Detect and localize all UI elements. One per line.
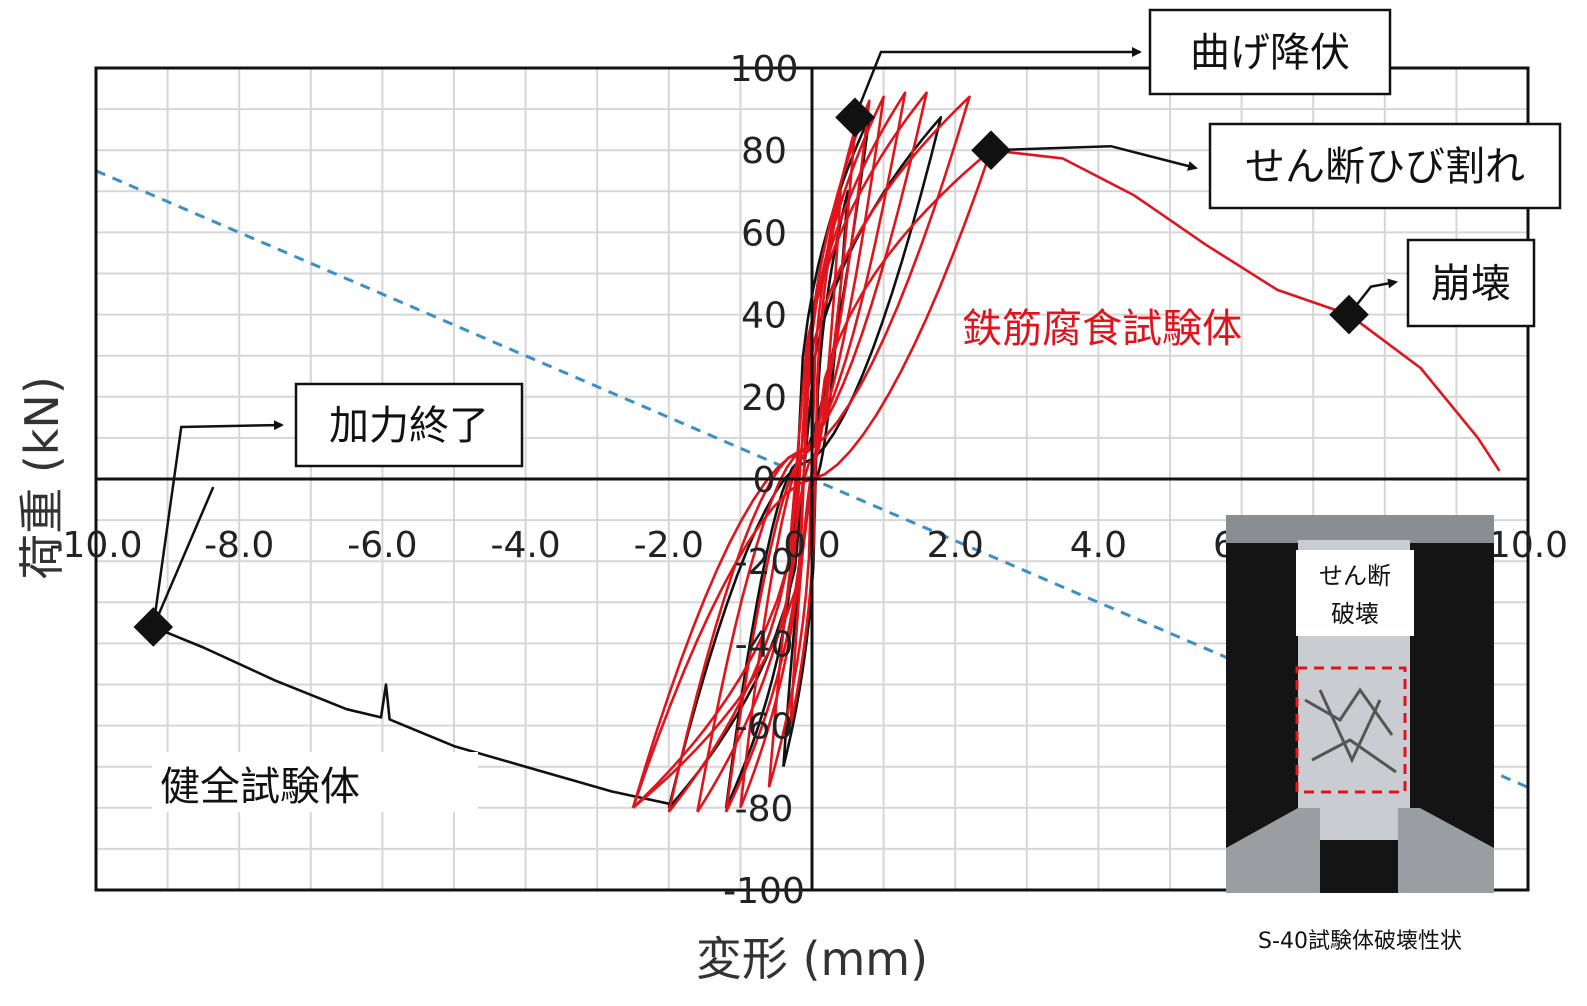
hysteresis-loop-3 bbox=[667, 116, 943, 809]
axes bbox=[94, 66, 1530, 892]
callout-box bbox=[294, 382, 524, 468]
hysteresis-loop-3 bbox=[739, 99, 871, 809]
callout-label: 崩壊 bbox=[1431, 261, 1511, 307]
photo-right-bracket bbox=[1398, 808, 1494, 893]
hysteresis-loop-6 bbox=[667, 91, 928, 813]
callout-box bbox=[1406, 238, 1536, 328]
x-tick-label: -4.0 bbox=[490, 525, 560, 566]
callout-label: せん断ひび割れ bbox=[1245, 144, 1525, 190]
photo-caption: S-40試験体破壊性状 bbox=[1258, 929, 1462, 954]
x-tick-label: -2.0 bbox=[634, 525, 704, 566]
photo-crack-pattern bbox=[1304, 687, 1397, 774]
photo-label-box bbox=[1296, 550, 1414, 636]
callout-arrow bbox=[990, 144, 1198, 171]
envelope-tail-line bbox=[990, 148, 1501, 472]
series-label: 健全試験体 bbox=[160, 764, 360, 810]
hysteresis-loop-1 bbox=[789, 190, 842, 726]
photo-left-bracket bbox=[1226, 808, 1320, 893]
y-axis-title: 荷重 (kN) bbox=[15, 376, 69, 580]
event-marker bbox=[835, 97, 875, 138]
callout-arrow bbox=[853, 47, 1142, 118]
x-tick-label: -6.0 bbox=[347, 525, 417, 566]
callout-box bbox=[1148, 8, 1392, 96]
y-tick-label: 60 bbox=[741, 213, 787, 254]
y-tick-label: -80 bbox=[735, 789, 794, 830]
series-label: 鉄筋腐食試験体 bbox=[962, 306, 1242, 352]
callout-box bbox=[1208, 122, 1562, 210]
photo-top-fixture bbox=[1226, 515, 1494, 543]
hysteresis-loop-7 bbox=[631, 95, 971, 809]
y-tick-label: 0 bbox=[753, 460, 776, 501]
x-axis-title: 変形 (mm) bbox=[696, 932, 928, 986]
series-layer bbox=[152, 91, 1501, 813]
event-callout: 崩壊 bbox=[1329, 238, 1536, 335]
y-tick-label: -40 bbox=[735, 624, 794, 665]
event-callout: 加力終了 bbox=[133, 382, 524, 647]
event-marker bbox=[133, 607, 174, 647]
x-tick-label: -10.0 bbox=[49, 525, 142, 566]
event-marker bbox=[971, 130, 1011, 170]
specimen-photo: せん断 破壊 bbox=[1226, 515, 1494, 893]
event-callout: せん断ひび割れ bbox=[971, 122, 1562, 210]
x-tick-label: 0.0 bbox=[783, 525, 840, 566]
photo-label-line-2: 破壊 bbox=[1331, 600, 1379, 628]
callout-label: 曲げ降伏 bbox=[1190, 30, 1350, 76]
x-tick-label: 2.0 bbox=[927, 525, 984, 566]
y-tick-label: -60 bbox=[735, 707, 794, 748]
y-tick-label: -100 bbox=[723, 871, 805, 912]
x-tick-label: -8.0 bbox=[204, 525, 274, 566]
damage-zone-marker bbox=[1295, 666, 1407, 794]
y-tick-label: 100 bbox=[730, 49, 799, 90]
photo-label-line-1: せん断 bbox=[1319, 562, 1391, 590]
callout-label: 加力終了 bbox=[329, 403, 489, 449]
callout-arrow bbox=[152, 425, 282, 628]
hysteresis-loop-4 bbox=[724, 95, 885, 813]
envelope-tail-line bbox=[152, 625, 670, 805]
series-label-background bbox=[152, 752, 478, 812]
y-tick-label: 80 bbox=[741, 131, 787, 172]
y-tick-label: 20 bbox=[741, 378, 787, 419]
tick-labels: -10.0-8.0-6.0-4.0-2.00.02.04.06.010.0100… bbox=[49, 49, 1568, 912]
event-callout: 曲げ降伏 bbox=[835, 8, 1392, 138]
y-tick-label: 40 bbox=[741, 296, 787, 337]
y-tick-label: -20 bbox=[735, 542, 794, 583]
x-tick-label: 10.0 bbox=[1488, 525, 1568, 566]
x-tick-label: 4.0 bbox=[1070, 525, 1127, 566]
series-corroded bbox=[631, 91, 1501, 813]
